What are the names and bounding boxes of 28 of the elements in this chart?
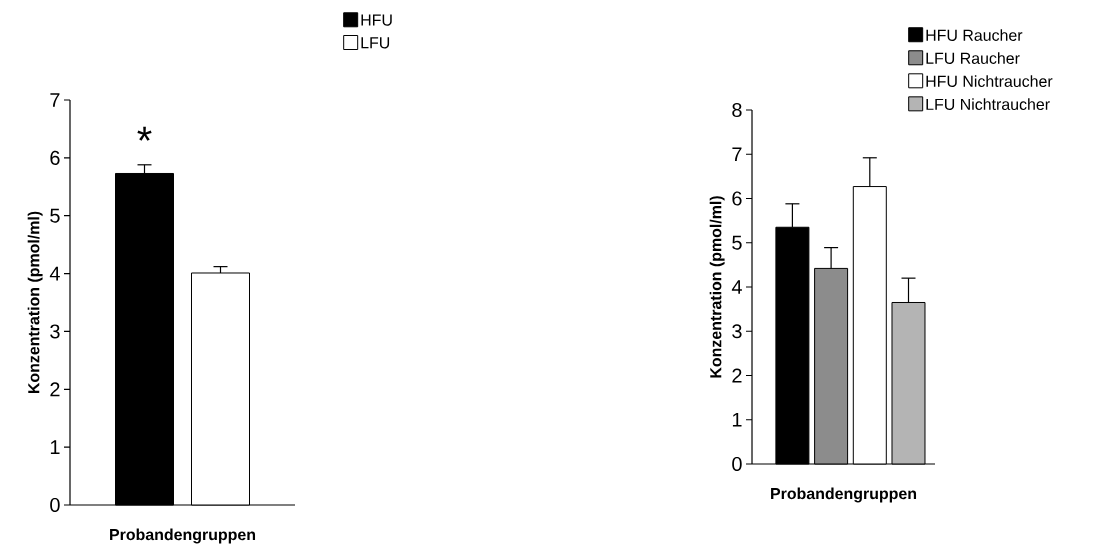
y-tick-label: 5: [50, 208, 60, 223]
legend-label: HFU: [361, 14, 392, 26]
legend-label: LFU: [361, 37, 390, 49]
y-tick-label: 7: [50, 93, 60, 107]
y-tick-label: 3: [50, 324, 60, 339]
y-tick-label: 3: [732, 324, 742, 339]
y-tick-label: 0: [732, 456, 742, 472]
y-tick-label: 2: [732, 368, 742, 383]
y-tick-label: 0: [50, 497, 60, 513]
y-tick-label: 8: [732, 102, 742, 118]
y-tick-label: 1: [50, 440, 60, 454]
y-tick-label: 4: [49, 266, 60, 281]
y-tick-label: 4: [731, 280, 742, 294]
y-tick-label: 5: [732, 235, 742, 250]
y-axis-title: Konzentration (pmol/ml): [709, 196, 725, 378]
y-tick-label: 6: [732, 191, 742, 206]
y-tick-label: 1: [732, 412, 742, 427]
legend-label: HFU Raucher: [926, 29, 1023, 41]
legend-label: HFU Nichtraucher: [926, 75, 1053, 87]
y-tick-label: 7: [732, 147, 742, 162]
legend-label: LFU Raucher: [926, 52, 1020, 64]
y-tick-label: 2: [50, 382, 60, 397]
y-axis-title: Konzentration (pmol/ml): [27, 211, 43, 394]
x-axis-title: Probandengruppen: [771, 487, 917, 503]
annotation: *: [137, 126, 152, 141]
y-tick-label: 6: [50, 150, 60, 165]
x-axis-title: Probandengruppen: [110, 528, 256, 544]
legend-label: LFU Nichtraucher: [926, 98, 1050, 111]
